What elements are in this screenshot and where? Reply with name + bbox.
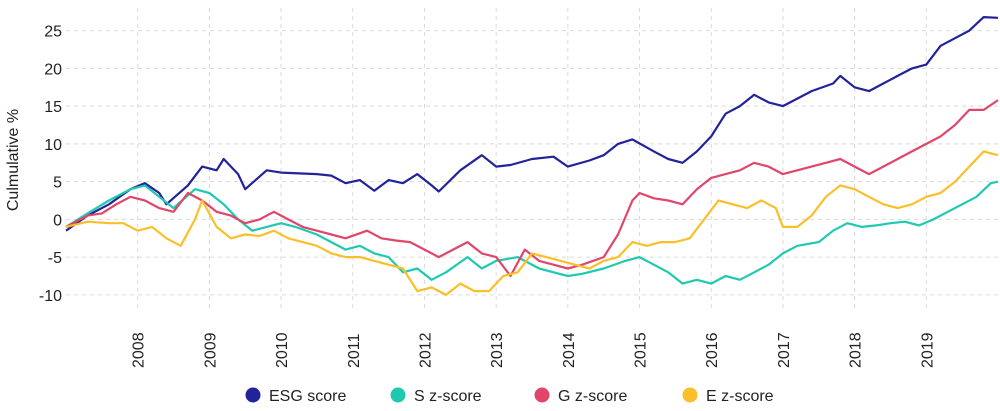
- x-tick-label: 2014: [561, 332, 578, 368]
- legend-label: S z-score: [414, 388, 482, 405]
- legend-marker: [245, 387, 261, 403]
- series-line-s-z-score: [65, 180, 999, 285]
- legend-marker: [682, 387, 698, 403]
- x-tick-label: 2015: [633, 332, 650, 368]
- legend-marker: [534, 387, 550, 403]
- legend-label: E z-score: [706, 388, 774, 405]
- x-tick-label: 2013: [489, 332, 506, 368]
- x-tick-label: 2017: [776, 332, 793, 368]
- y-axis-title: Culmulative %: [5, 109, 22, 211]
- y-tick-label: 15: [44, 99, 62, 116]
- series-line-esg-score: [65, 16, 999, 232]
- series-line-g-z-score: [65, 99, 999, 278]
- y-tick-label: 20: [44, 61, 62, 78]
- x-tick-label: 2010: [274, 332, 291, 368]
- x-tick-label: 2011: [346, 333, 363, 368]
- x-tick-label: 2012: [417, 332, 434, 368]
- x-tick-label: 2016: [704, 332, 721, 368]
- y-tick-label: -10: [39, 288, 62, 305]
- y-tick-label: 25: [44, 24, 62, 41]
- x-tick-label: 2019: [919, 332, 936, 368]
- legend-label: G z-score: [558, 388, 627, 405]
- x-tick-label: 2009: [202, 332, 219, 368]
- y-tick-label: 0: [53, 212, 62, 229]
- y-tick-label: -5: [48, 250, 62, 267]
- x-tick-label: 2018: [848, 332, 865, 368]
- legend-label: ESG score: [269, 388, 346, 405]
- x-tick-label: 2008: [131, 332, 148, 368]
- legend-marker: [390, 387, 406, 403]
- series-line-e-z-score: [65, 150, 999, 296]
- y-tick-label: 10: [44, 137, 62, 154]
- y-tick-label: 5: [53, 175, 62, 192]
